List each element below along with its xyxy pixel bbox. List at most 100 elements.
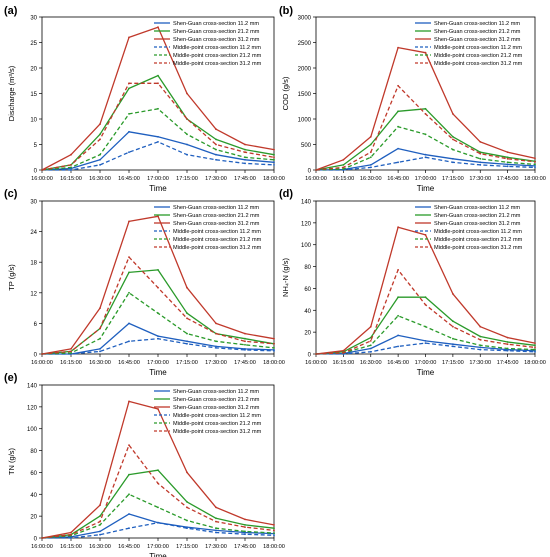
data-point [244, 151, 246, 154]
data-point [273, 156, 275, 159]
data-point [186, 332, 188, 335]
data-point [397, 345, 399, 348]
legend-label: Middle-point cross-section 21.2 mm [434, 53, 523, 59]
panel-label: (a) [4, 5, 18, 17]
data-point [215, 506, 217, 509]
data-point [244, 340, 246, 343]
data-point [186, 312, 188, 315]
series-line-middle-point-cross-section-11-2-mm [316, 342, 536, 355]
data-point [506, 341, 509, 343]
x-tick-label: 17:00:00 [147, 176, 169, 182]
data-point [452, 161, 454, 164]
x-tick-label: 16:15:00 [60, 544, 82, 550]
data-point [70, 352, 72, 354]
data-point [479, 325, 482, 328]
y-axis-label: TN (g/s) [7, 447, 16, 475]
data-point [452, 325, 454, 328]
legend: Shen-Guan cross-section 11.2 mm Shen-Guan… [415, 205, 523, 251]
panel-label: (b) [279, 5, 293, 17]
data-point [128, 340, 130, 343]
y-tick-label: 10 [30, 118, 37, 124]
data-point [506, 157, 509, 160]
data-point [157, 521, 159, 524]
data-point [186, 506, 188, 509]
legend-label: Middle-point cross-section 21.2 mm [173, 421, 262, 427]
x-tick-label: 16:15:00 [60, 360, 82, 366]
data-point [215, 153, 217, 156]
data-point [479, 338, 482, 341]
x-axis-label: Time [149, 184, 167, 193]
x-tick-label: 16:45:00 [118, 544, 140, 550]
data-point [41, 537, 43, 539]
y-tick-label: 0 [34, 353, 38, 359]
legend: Shen-Guan cross-section 11.2 mm Shen-Guan… [154, 389, 262, 435]
data-point [369, 135, 372, 138]
data-point [506, 336, 509, 339]
y-tick-label: 120 [27, 405, 38, 411]
data-point [244, 158, 246, 161]
data-point [369, 325, 372, 328]
x-tick-label: 16:45:00 [387, 360, 409, 366]
data-point [215, 347, 217, 349]
data-point [157, 141, 159, 143]
y-axis-label: Discharge (m³/s) [7, 65, 16, 121]
x-axis-label: Time [417, 368, 435, 377]
x-axis-label: Time [417, 184, 435, 193]
data-point [128, 256, 130, 258]
panel-d: (d) 0 20 40 60 80 100 120 140 16:00:00 16:15:00 16:… [279, 188, 546, 377]
data-point [273, 532, 275, 534]
data-point [70, 537, 72, 539]
data-point [369, 143, 372, 146]
data-point [128, 444, 130, 446]
series-line-middle-point-cross-section-21-2-mm [41, 493, 275, 539]
data-point [273, 527, 275, 530]
data-point [99, 307, 101, 309]
data-point [244, 524, 246, 526]
data-point [157, 269, 159, 271]
data-point [99, 327, 101, 330]
data-point [479, 157, 482, 160]
x-tick-label: 17:15:00 [176, 176, 198, 182]
data-point [70, 153, 72, 156]
data-point [534, 166, 536, 169]
x-tick-label: 18:00:00 [263, 176, 285, 182]
x-tick-label: 16:00:00 [31, 176, 53, 182]
data-point [70, 169, 72, 171]
data-point [342, 164, 345, 166]
y-tick-label: 120 [301, 221, 312, 227]
data-point [424, 153, 427, 156]
data-point [273, 337, 275, 340]
x-tick-label: 16:30:00 [360, 176, 382, 182]
x-tick-label: 16:45:00 [118, 360, 140, 366]
data-point [534, 348, 536, 351]
y-axis-label: TP (g/s) [7, 264, 16, 291]
data-point [534, 342, 536, 344]
data-point [424, 107, 427, 110]
data-point [215, 527, 217, 530]
y-tick-label: 140 [27, 384, 38, 390]
data-point [186, 286, 188, 289]
legend-label: Shen-Guan cross-section 21.2 mm [173, 29, 260, 35]
y-tick-label: 40 [304, 309, 311, 315]
data-point [128, 527, 130, 530]
data-point [506, 165, 509, 168]
data-point [424, 156, 427, 159]
y-tick-label: 500 [301, 143, 312, 149]
y-axis-label: COD (g/s) [281, 76, 290, 110]
y-tick-label: 140 [301, 200, 312, 206]
data-point [128, 291, 130, 294]
x-tick-label: 17:45:00 [234, 544, 256, 550]
data-point [424, 340, 427, 342]
data-point [479, 348, 482, 351]
data-point [244, 518, 246, 521]
data-point [273, 342, 275, 345]
data-point [315, 169, 317, 171]
y-tick-label: 30 [30, 200, 37, 206]
y-tick-label: 25 [30, 41, 37, 47]
data-point [452, 113, 454, 115]
x-tick-label: 18:00:00 [524, 360, 546, 366]
y-tick-label: 2500 [298, 41, 312, 47]
data-point [244, 337, 246, 340]
data-point [128, 87, 130, 90]
data-point [99, 133, 101, 136]
